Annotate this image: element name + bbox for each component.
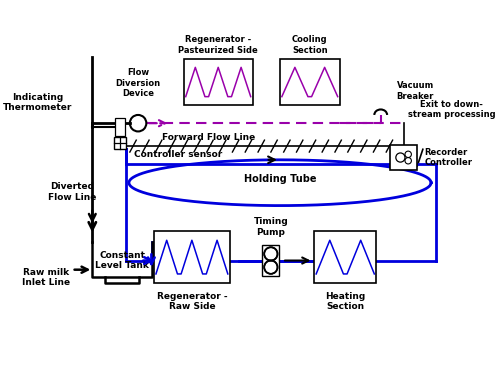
Text: Heating
Section: Heating Section: [325, 292, 366, 311]
Bar: [314, 231, 376, 283]
Text: Indicating
Thermometer: Indicating Thermometer: [2, 93, 72, 112]
Text: Constant
Level Tank: Constant Level Tank: [95, 251, 149, 270]
Text: Controller sensor: Controller sensor: [134, 150, 222, 159]
Text: Recorder
Controller: Recorder Controller: [424, 148, 472, 167]
Bar: [184, 59, 252, 105]
Text: Raw milk
Inlet Line: Raw milk Inlet Line: [22, 268, 70, 287]
Text: Timing
Pump: Timing Pump: [254, 217, 288, 237]
Text: Exit to down-
stream processing: Exit to down- stream processing: [408, 100, 496, 119]
Bar: [154, 231, 230, 283]
Text: Regenerator -
Raw Side: Regenerator - Raw Side: [156, 292, 227, 311]
Bar: [280, 59, 340, 105]
Text: Regenerator -
Pasteurized Side: Regenerator - Pasteurized Side: [178, 35, 258, 54]
Text: Vacuum
Breaker: Vacuum Breaker: [396, 81, 434, 101]
Bar: [114, 137, 126, 149]
Text: Forward Flow Line: Forward Flow Line: [162, 133, 256, 142]
Text: Diverted
Flow Line: Diverted Flow Line: [48, 182, 96, 202]
Bar: [115, 118, 126, 135]
Text: Cooling
Section: Cooling Section: [292, 35, 328, 54]
Text: Flow
Diversion
Device: Flow Diversion Device: [116, 68, 160, 98]
Bar: [390, 145, 417, 170]
Bar: [262, 245, 280, 276]
Text: Holding Tube: Holding Tube: [244, 174, 316, 184]
